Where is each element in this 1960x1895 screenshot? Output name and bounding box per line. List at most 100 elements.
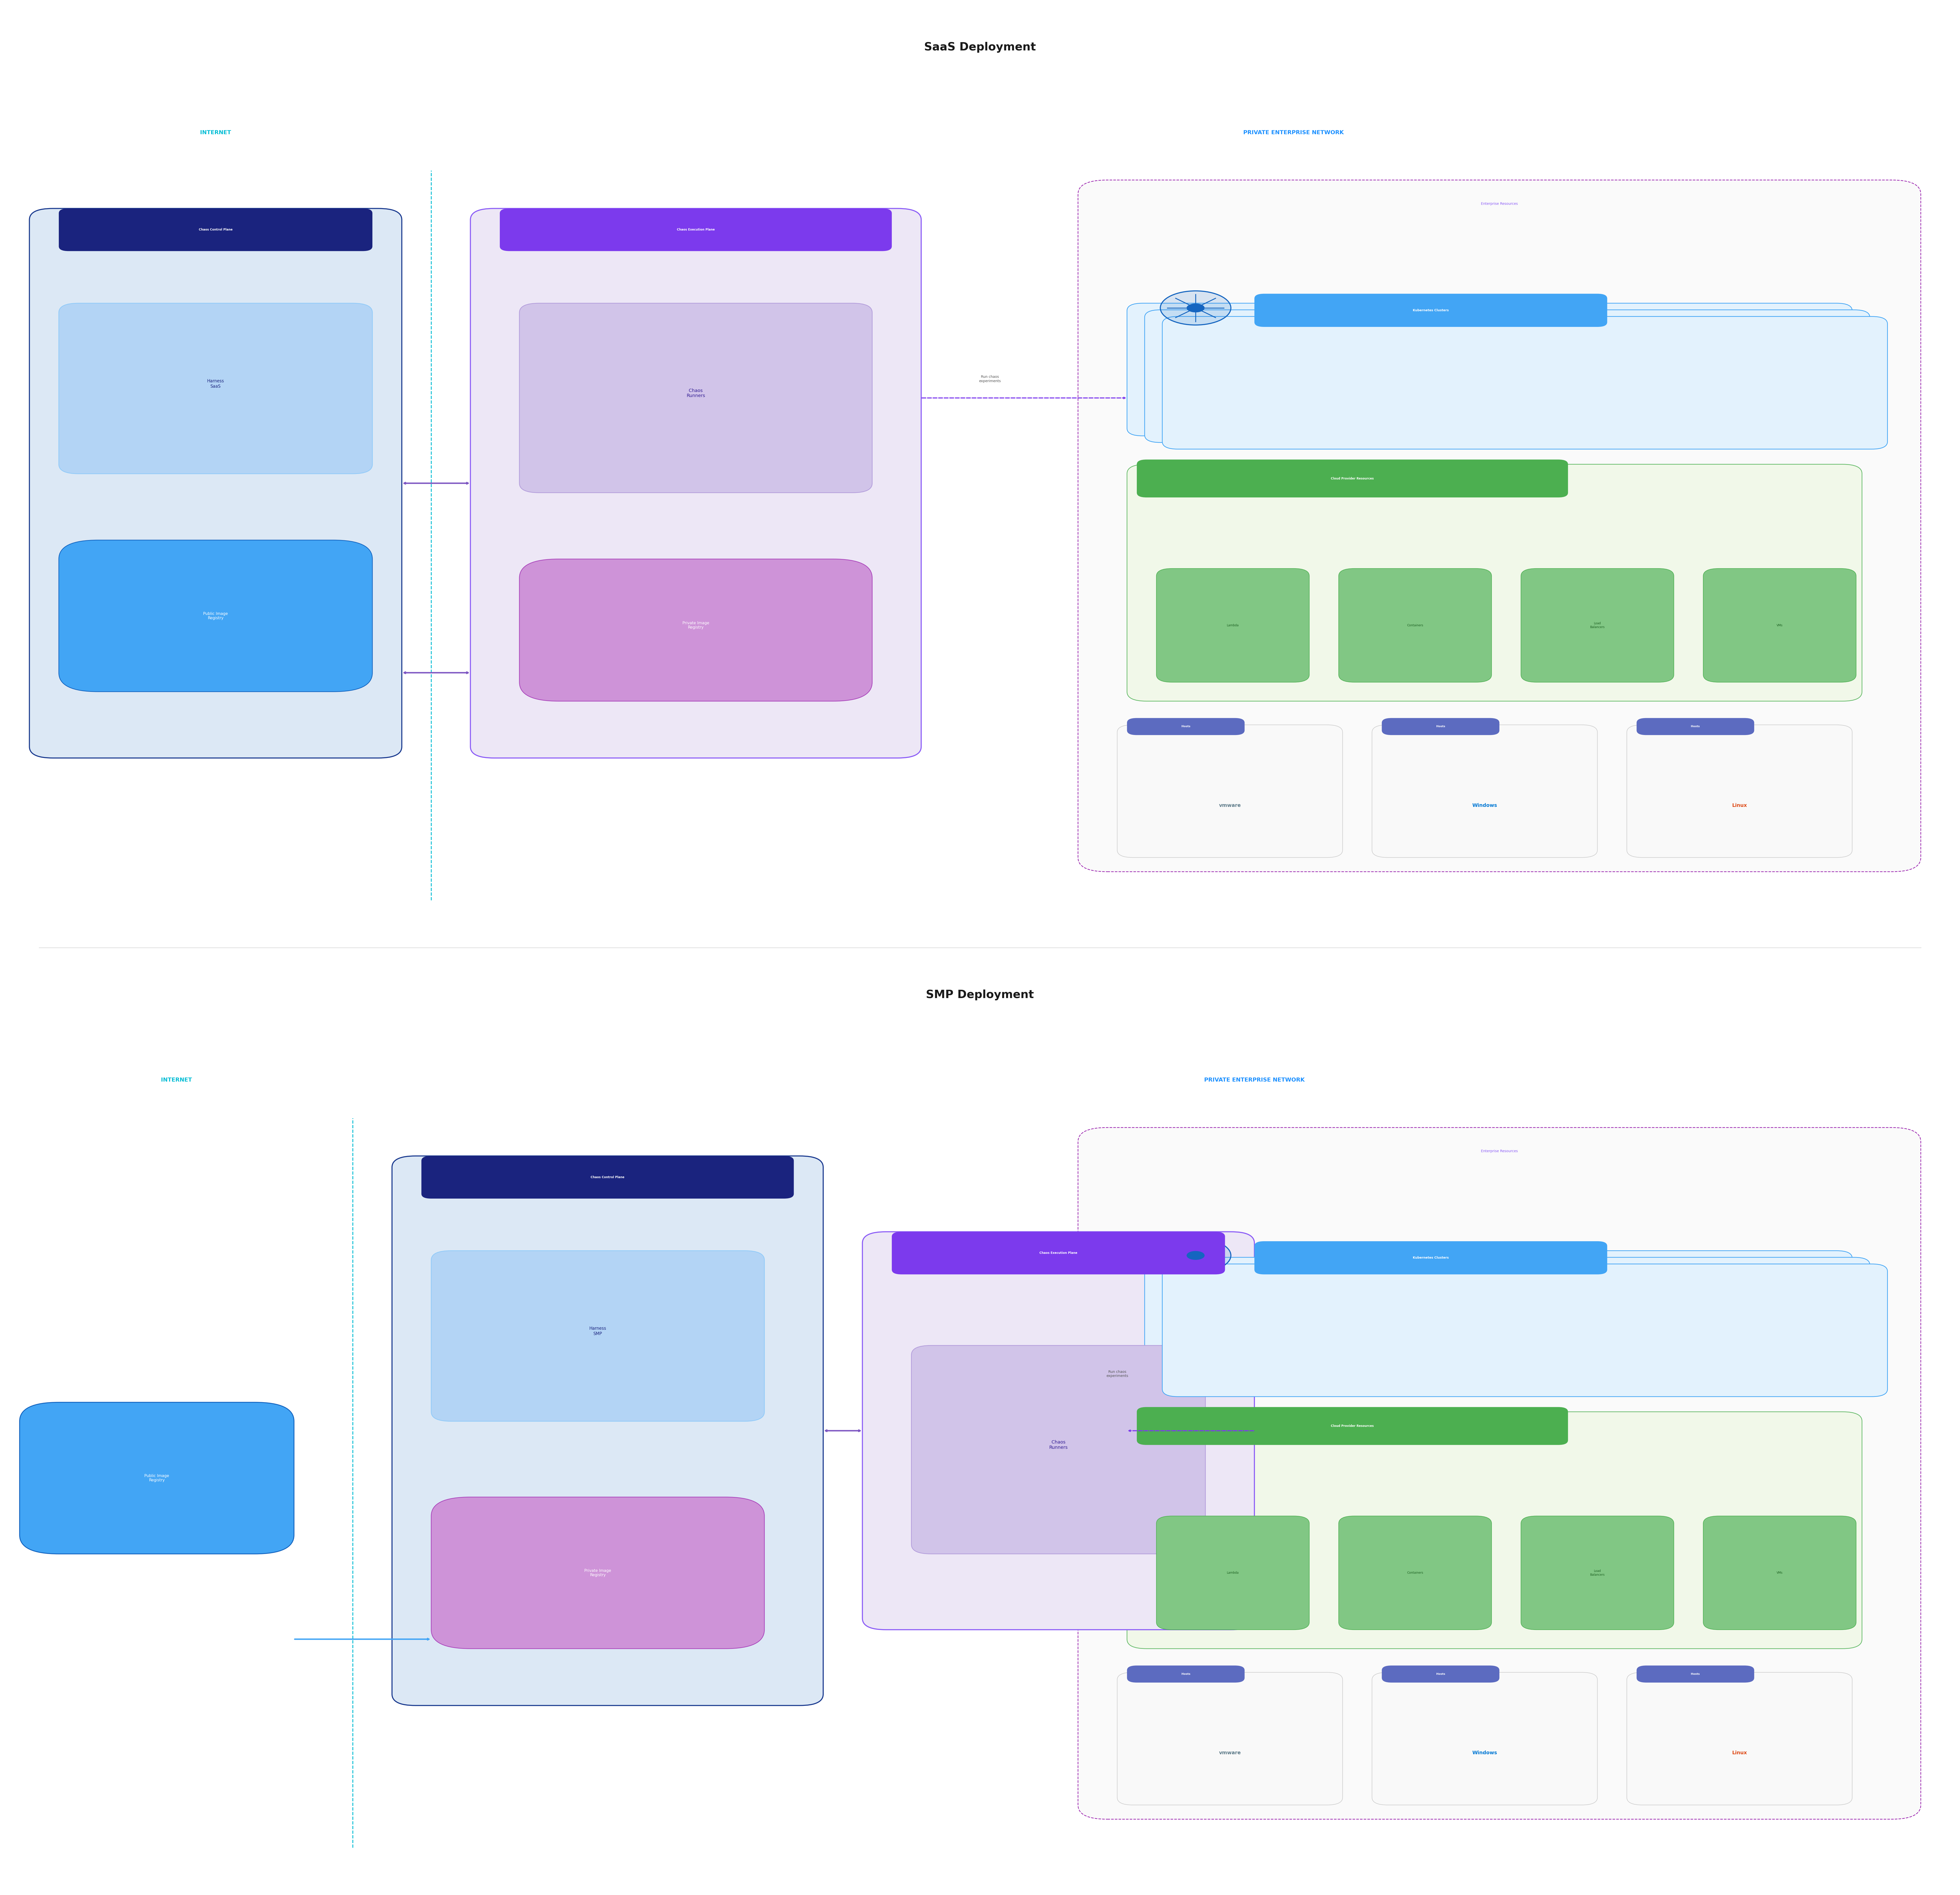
FancyBboxPatch shape [911, 1345, 1205, 1554]
FancyBboxPatch shape [0, 947, 1960, 1895]
Text: Cloud Provider Resources: Cloud Provider Resources [1331, 1425, 1374, 1427]
FancyBboxPatch shape [1162, 316, 1887, 449]
Text: Hosts: Hosts [1691, 726, 1699, 728]
Text: Windows: Windows [1472, 1751, 1497, 1755]
Text: Hosts: Hosts [1182, 1673, 1190, 1675]
FancyBboxPatch shape [1254, 294, 1607, 326]
FancyBboxPatch shape [500, 208, 892, 252]
Text: Lambda: Lambda [1227, 1571, 1239, 1575]
FancyBboxPatch shape [1127, 464, 1862, 701]
FancyBboxPatch shape [1521, 568, 1674, 682]
Text: Chaos
Runners: Chaos Runners [686, 388, 706, 398]
FancyBboxPatch shape [1703, 1516, 1856, 1630]
Text: Cloud Provider Resources: Cloud Provider Resources [1331, 478, 1374, 479]
FancyBboxPatch shape [1117, 1673, 1343, 1804]
FancyBboxPatch shape [1382, 1666, 1499, 1683]
FancyBboxPatch shape [0, 0, 1960, 947]
FancyBboxPatch shape [29, 208, 402, 758]
FancyBboxPatch shape [1156, 1516, 1309, 1630]
Text: Run chaos
experiments: Run chaos experiments [978, 375, 1002, 383]
FancyBboxPatch shape [431, 1497, 764, 1649]
FancyBboxPatch shape [1339, 1516, 1492, 1630]
FancyBboxPatch shape [1127, 1251, 1852, 1383]
FancyBboxPatch shape [1162, 1264, 1887, 1397]
Text: PRIVATE ENTERPRISE NETWORK: PRIVATE ENTERPRISE NETWORK [1243, 131, 1345, 135]
Text: Lambda: Lambda [1227, 623, 1239, 627]
FancyBboxPatch shape [1521, 1516, 1674, 1630]
Text: Linux: Linux [1733, 803, 1746, 807]
FancyBboxPatch shape [1703, 568, 1856, 682]
Text: Chaos Execution Plane: Chaos Execution Plane [1039, 1251, 1078, 1254]
Text: Private Image
Registry: Private Image Registry [682, 622, 710, 629]
FancyBboxPatch shape [1127, 1666, 1245, 1683]
FancyBboxPatch shape [1372, 724, 1597, 857]
FancyBboxPatch shape [519, 303, 872, 493]
FancyBboxPatch shape [1078, 1128, 1921, 1819]
Text: INTERNET: INTERNET [200, 131, 231, 135]
FancyBboxPatch shape [1627, 1673, 1852, 1804]
FancyBboxPatch shape [392, 1156, 823, 1706]
Text: Public Image
Registry: Public Image Registry [204, 612, 227, 620]
FancyBboxPatch shape [421, 1156, 794, 1200]
FancyBboxPatch shape [1637, 1666, 1754, 1683]
FancyBboxPatch shape [892, 1232, 1225, 1275]
Text: Load
Balancers: Load Balancers [1590, 1569, 1605, 1577]
Text: vmware: vmware [1219, 803, 1241, 807]
FancyBboxPatch shape [1127, 1412, 1862, 1649]
FancyBboxPatch shape [1137, 460, 1568, 498]
Circle shape [1160, 1239, 1231, 1273]
Text: VMs: VMs [1776, 623, 1784, 627]
FancyBboxPatch shape [59, 303, 372, 474]
FancyBboxPatch shape [1078, 180, 1921, 872]
FancyBboxPatch shape [1339, 568, 1492, 682]
FancyBboxPatch shape [1254, 1241, 1607, 1275]
Text: Chaos Control Plane: Chaos Control Plane [590, 1175, 625, 1179]
Text: Public Image
Registry: Public Image Registry [145, 1474, 169, 1482]
Text: Chaos Control Plane: Chaos Control Plane [198, 227, 233, 231]
Text: Kubernetes Clusters: Kubernetes Clusters [1413, 1256, 1448, 1260]
FancyBboxPatch shape [431, 1251, 764, 1421]
Text: Private Image
Registry: Private Image Registry [584, 1569, 612, 1577]
FancyBboxPatch shape [1127, 718, 1245, 735]
Text: Enterprise Resources: Enterprise Resources [1482, 203, 1517, 205]
Circle shape [1188, 1251, 1203, 1260]
FancyBboxPatch shape [1145, 309, 1870, 442]
FancyBboxPatch shape [1382, 718, 1499, 735]
FancyBboxPatch shape [1637, 718, 1754, 735]
FancyBboxPatch shape [1145, 1258, 1870, 1391]
Text: Hosts: Hosts [1437, 1673, 1445, 1675]
FancyBboxPatch shape [470, 208, 921, 758]
FancyBboxPatch shape [519, 559, 872, 701]
FancyBboxPatch shape [1156, 568, 1309, 682]
FancyBboxPatch shape [20, 1402, 294, 1554]
Text: VMs: VMs [1776, 1571, 1784, 1575]
Text: SMP Deployment: SMP Deployment [925, 989, 1035, 1001]
Text: Chaos Execution Plane: Chaos Execution Plane [676, 227, 715, 231]
FancyBboxPatch shape [1372, 1673, 1597, 1804]
Text: Enterprise Resources: Enterprise Resources [1482, 1150, 1517, 1152]
FancyBboxPatch shape [59, 540, 372, 692]
FancyBboxPatch shape [1117, 724, 1343, 857]
Text: PRIVATE ENTERPRISE NETWORK: PRIVATE ENTERPRISE NETWORK [1203, 1078, 1305, 1082]
Text: Containers: Containers [1407, 623, 1423, 627]
Text: Chaos
Runners: Chaos Runners [1049, 1440, 1068, 1450]
Text: Windows: Windows [1472, 803, 1497, 807]
Text: vmware: vmware [1219, 1751, 1241, 1755]
Text: SaaS Deployment: SaaS Deployment [923, 42, 1037, 53]
Text: Run chaos
experiments: Run chaos experiments [1105, 1370, 1129, 1378]
Text: Kubernetes Clusters: Kubernetes Clusters [1413, 309, 1448, 313]
Text: Hosts: Hosts [1182, 726, 1190, 728]
Circle shape [1160, 290, 1231, 326]
FancyBboxPatch shape [862, 1232, 1254, 1630]
Text: Linux: Linux [1733, 1751, 1746, 1755]
Text: Load
Balancers: Load Balancers [1590, 622, 1605, 629]
Text: INTERNET: INTERNET [161, 1078, 192, 1082]
Text: Harness
SMP: Harness SMP [590, 1326, 606, 1336]
Text: Containers: Containers [1407, 1571, 1423, 1575]
FancyBboxPatch shape [1137, 1406, 1568, 1444]
FancyBboxPatch shape [1627, 724, 1852, 857]
FancyBboxPatch shape [59, 208, 372, 252]
FancyBboxPatch shape [1127, 303, 1852, 436]
Text: Harness
SaaS: Harness SaaS [208, 379, 223, 388]
Text: Hosts: Hosts [1437, 726, 1445, 728]
